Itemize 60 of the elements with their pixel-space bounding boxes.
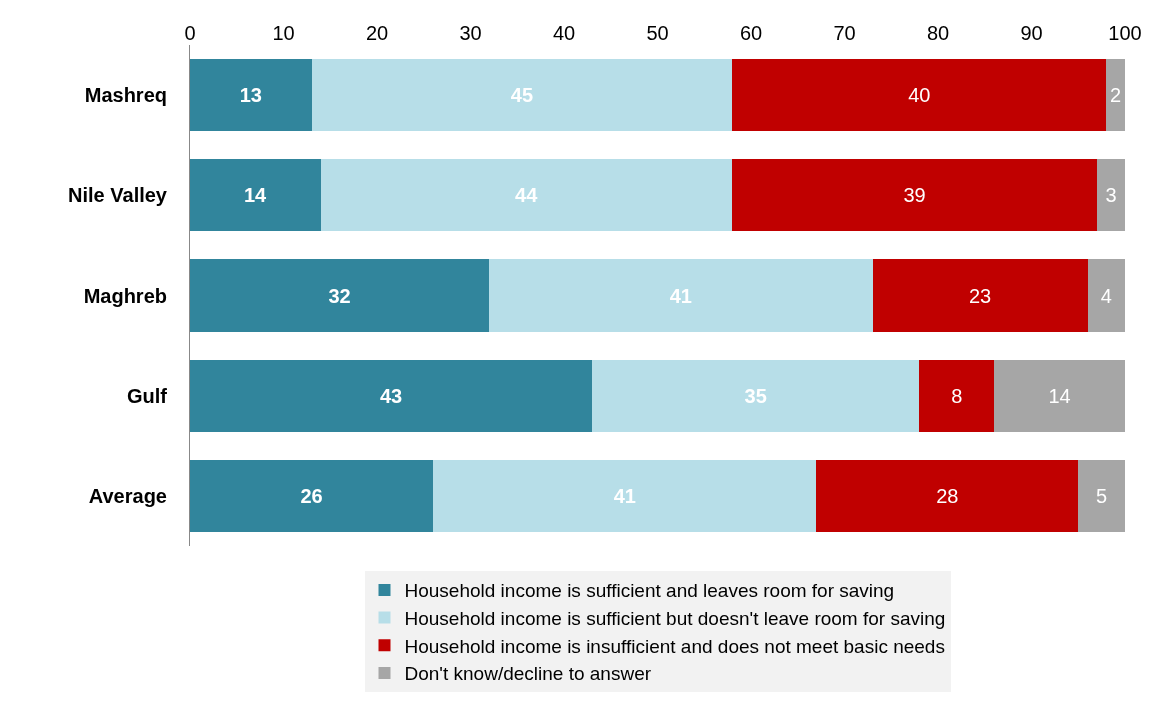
data-label: 2 <box>1110 84 1122 107</box>
data-label: 3 <box>1105 184 1117 207</box>
data-label: 8 <box>951 384 963 407</box>
bar <box>1087 259 1125 332</box>
data-label: 35 <box>744 384 767 407</box>
data-label: 39 <box>903 184 926 207</box>
legend-label: Don't know/decline to answer <box>404 663 652 685</box>
y-tick-label: Mashreq <box>84 84 167 107</box>
data-label: 41 <box>669 284 692 307</box>
bar <box>320 159 733 232</box>
bar <box>1078 459 1125 532</box>
y-tick-label: Nile Valley <box>68 184 168 207</box>
bar <box>190 359 593 432</box>
bar <box>816 459 1079 532</box>
x-tick-label: 60 <box>739 22 763 44</box>
data-label: 23 <box>968 284 992 307</box>
data-label: 40 <box>908 84 931 107</box>
bar <box>311 59 733 132</box>
bar <box>1096 159 1125 232</box>
data-label: 44 <box>515 184 539 207</box>
legend-label: Household income is sufficient and leaves room for saving <box>404 580 895 602</box>
bar <box>190 159 321 232</box>
data-label: 28 <box>936 484 959 507</box>
bar <box>592 359 920 432</box>
legend-label: Household income is insufficient and does not meet basic needs <box>404 635 945 657</box>
x-tick-label: 70 <box>833 22 856 44</box>
x-tick-label: 90 <box>1020 22 1043 44</box>
bar <box>489 259 873 332</box>
bar <box>919 359 995 432</box>
data-label: 41 <box>613 484 636 507</box>
bar <box>433 459 817 532</box>
y-tick-label: Average <box>88 484 167 507</box>
x-tick-label: 0 <box>184 22 196 44</box>
data-label: 14 <box>243 184 268 207</box>
x-tick-label: 100 <box>1108 22 1142 44</box>
x-tick-label: 80 <box>926 22 950 44</box>
data-label: 45 <box>510 84 534 107</box>
data-label: 4 <box>1100 284 1112 307</box>
x-tick-label: 50 <box>646 22 669 44</box>
data-label: 32 <box>328 284 351 307</box>
data-label: 43 <box>379 384 403 407</box>
data-label: 14 <box>1048 384 1071 407</box>
x-tick-label: 20 <box>365 22 389 44</box>
bar <box>732 159 1097 232</box>
data-label: 5 <box>1096 484 1108 507</box>
legend-label: Household income is sufficient but doesn't leave room for saving <box>404 608 946 630</box>
bar <box>190 459 434 532</box>
bar <box>1106 59 1125 132</box>
bar <box>732 59 1107 132</box>
y-tick-label: Maghreb <box>83 284 167 307</box>
bar <box>872 259 1088 332</box>
bar <box>190 259 490 332</box>
bar <box>994 359 1125 432</box>
bar <box>190 59 312 132</box>
y-tick-label: Gulf <box>127 384 168 407</box>
data-label: 26 <box>300 484 323 507</box>
x-tick-label: 10 <box>272 22 295 44</box>
x-tick-label: 30 <box>459 22 482 44</box>
x-tick-label: 40 <box>552 22 576 44</box>
data-label: 13 <box>239 84 262 107</box>
